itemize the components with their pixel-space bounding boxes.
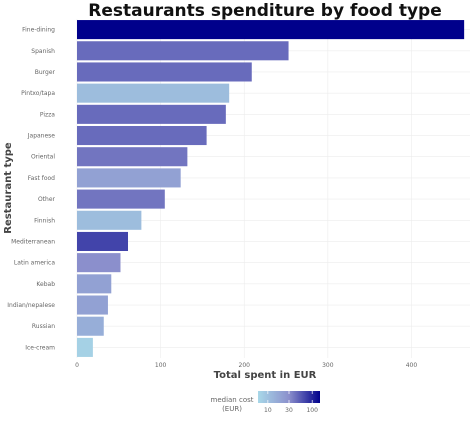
x-tick-label: 0 [75, 362, 79, 369]
legend-title-line1: median cost [211, 396, 254, 404]
category-label: Russian [32, 323, 55, 330]
bar [77, 41, 289, 61]
category-label: Kebab [36, 281, 55, 288]
category-label: Oriental [31, 154, 55, 161]
category-label: Spanish [31, 48, 55, 55]
legend-tick-label: 30 [285, 407, 293, 414]
category-label: Pintxo/tapa [21, 90, 55, 97]
category-labels: Fine-dining Spanish Burger Pintxo/tapa Pizza… [7, 27, 55, 352]
x-tick-label: 100 [155, 362, 167, 369]
bar [77, 210, 142, 230]
bar [77, 125, 207, 146]
bar [77, 253, 121, 273]
y-axis-title: Restaurant type [3, 142, 14, 234]
bar [77, 104, 226, 124]
bars [77, 20, 465, 357]
legend-ticks: 10 30 100 [264, 391, 318, 414]
bar [77, 20, 465, 40]
category-label: Finnish [34, 217, 55, 224]
bar [77, 83, 230, 103]
x-tick-label: 400 [406, 362, 418, 369]
category-label: Ice-cream [25, 344, 55, 351]
category-label: Pizza [40, 111, 55, 118]
bar [77, 274, 112, 294]
chart-title: Restaurants spenditure by food type [88, 1, 441, 21]
legend-colorbar [258, 391, 320, 403]
bar [77, 316, 104, 336]
bar [77, 337, 93, 357]
legend-tick-label: 10 [264, 407, 272, 414]
legend: median cost (EUR) 10 30 100 [211, 391, 320, 414]
x-tick-label: 200 [239, 362, 251, 369]
category-label: Japanese [27, 133, 56, 140]
category-label: Fine-dining [22, 27, 55, 34]
bar [77, 231, 129, 252]
x-axis-title: Total spent in EUR [214, 370, 317, 381]
legend-tick-label: 100 [306, 407, 318, 414]
bar [77, 189, 165, 209]
category-label: Burger [35, 69, 56, 76]
category-label: Other [38, 196, 56, 203]
bar [77, 147, 188, 167]
x-tick-label: 300 [322, 362, 334, 369]
legend-title-line2: (EUR) [222, 405, 242, 413]
bar [77, 295, 108, 315]
x-tick-labels: 0 100 200 300 400 [75, 362, 417, 369]
category-label: Mediterranean [11, 238, 55, 245]
category-label: Fast food [28, 175, 55, 182]
bar [77, 168, 181, 188]
category-label: Latin america [14, 260, 55, 267]
bar [77, 62, 252, 82]
category-label: Indian/nepalese [7, 302, 55, 309]
